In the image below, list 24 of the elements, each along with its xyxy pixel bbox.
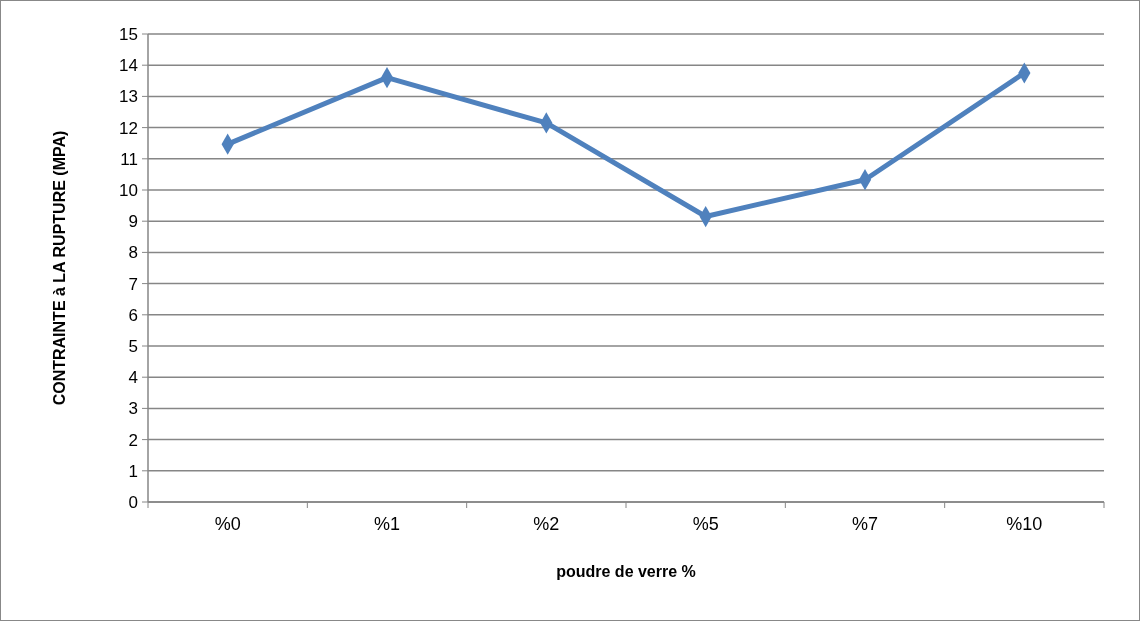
y-tick-label: 5 <box>128 336 138 356</box>
x-tick-label: %10 <box>1006 514 1043 534</box>
y-tick-label: 0 <box>128 492 138 512</box>
y-axis-title: CONTRAINTE à LA RUPTURE (MPA) <box>51 130 68 406</box>
x-tick-label: %7 <box>851 514 879 534</box>
y-tick-label: 7 <box>128 274 138 294</box>
y-tick-label: 3 <box>128 399 138 419</box>
x-tick-label: %5 <box>692 514 719 534</box>
y-tick-label: 4 <box>128 368 138 388</box>
x-tick-label: %2 <box>533 514 560 534</box>
x-axis-title: poudre de verre % <box>556 563 696 580</box>
y-tick-label: 9 <box>128 212 138 232</box>
y-tick-label: 11 <box>120 149 138 169</box>
x-tick-label: %1 <box>373 514 401 534</box>
y-tick-label: 15 <box>119 24 138 44</box>
y-tick-label: 12 <box>119 118 138 138</box>
y-tick-label: 10 <box>119 180 138 200</box>
y-tick-label: 8 <box>128 243 138 263</box>
y-tick-label: 2 <box>128 430 138 450</box>
x-tick-label: %0 <box>214 514 241 534</box>
y-tick-label: 13 <box>119 87 138 107</box>
y-tick-label: 1 <box>128 461 138 481</box>
y-tick-label: 6 <box>128 305 138 325</box>
y-tick-label: 14 <box>119 56 138 76</box>
